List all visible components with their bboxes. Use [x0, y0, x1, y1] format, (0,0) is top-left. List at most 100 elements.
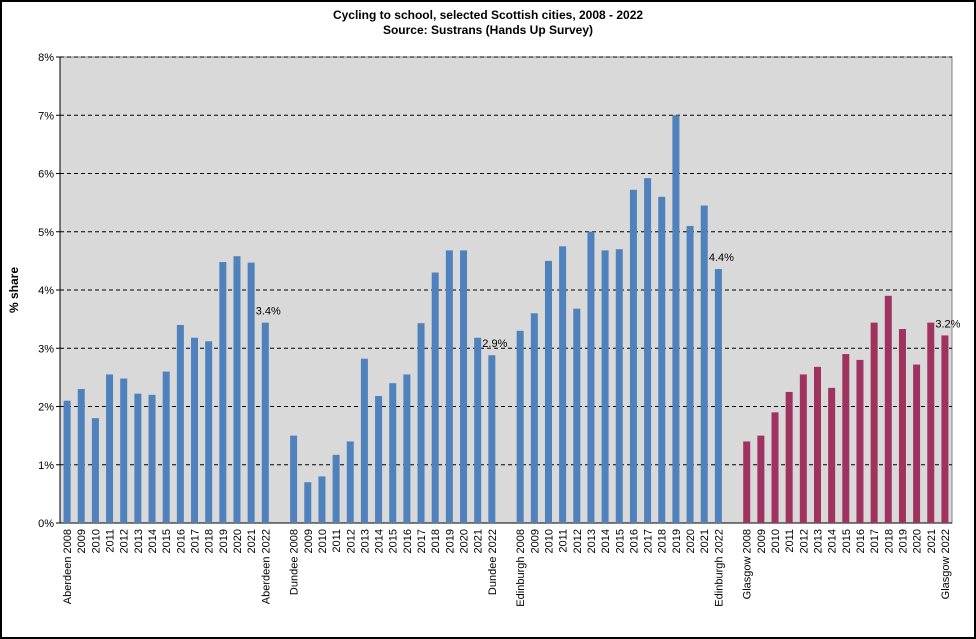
bar: [162, 371, 170, 523]
y-tick-label: 0%: [38, 518, 54, 530]
bar: [573, 308, 581, 523]
x-tick-label: 2019: [218, 529, 230, 553]
bar: [403, 374, 411, 523]
bar: [941, 335, 949, 523]
x-tick-label: 2016: [628, 529, 640, 553]
bar: [360, 358, 368, 523]
x-tick-label: Edinburgh 2022: [713, 529, 725, 607]
bar: [700, 205, 708, 523]
bar: [120, 378, 128, 523]
x-tick-label: 2010: [543, 529, 555, 553]
x-tick-label: 2011: [784, 529, 796, 553]
x-tick-label: 2015: [388, 529, 400, 553]
chart-title: Cycling to school, selected Scottish cit…: [333, 8, 643, 22]
bar: [134, 393, 142, 523]
x-tick-label: 2015: [841, 529, 853, 553]
x-tick-label: 2009: [303, 529, 315, 553]
x-tick-label: Aberdeen 2022: [260, 529, 272, 604]
x-tick-label: 2010: [90, 529, 102, 553]
x-tick-label: 2016: [855, 529, 867, 553]
bar: [686, 225, 694, 524]
bar: [842, 354, 850, 523]
bar: [672, 115, 680, 523]
x-tick-label: 2017: [869, 529, 881, 553]
x-tick-label: 2019: [444, 529, 456, 553]
bar: [91, 418, 99, 523]
x-tick-label: 2012: [119, 529, 131, 553]
x-tick-label: 2013: [812, 529, 824, 553]
x-tick-label: 2021: [473, 529, 485, 553]
x-tick-label: 2012: [798, 529, 810, 553]
x-tick-label: 2013: [133, 529, 145, 553]
bar: [431, 272, 439, 523]
x-tick-label: Dundee 2022: [487, 529, 499, 595]
bar: [219, 262, 227, 523]
bar: [375, 396, 383, 523]
bar: [629, 189, 637, 523]
bar: [488, 355, 496, 523]
bar: [516, 330, 524, 523]
x-tick-label: 2020: [912, 529, 924, 553]
bar: [828, 387, 836, 523]
x-tick-label: 2015: [161, 529, 173, 553]
x-tick-label: 2011: [331, 529, 343, 553]
x-tick-label: 2018: [430, 529, 442, 553]
x-tick-label: 2011: [105, 529, 117, 553]
x-tick-label: 2021: [926, 529, 938, 553]
y-tick-label: 4%: [38, 285, 54, 297]
bar: [884, 295, 892, 523]
y-tick-label: 7%: [38, 110, 54, 122]
x-tick-label: 2018: [883, 529, 895, 553]
x-tick-label: 2019: [897, 529, 909, 553]
x-tick-label: 2010: [317, 529, 329, 553]
bar: [148, 394, 156, 523]
bar: [176, 324, 184, 523]
bar: [77, 389, 85, 523]
bar: [332, 454, 340, 523]
bar: [191, 337, 199, 523]
y-tick-label: 6%: [38, 169, 54, 181]
x-tick-label: 2013: [586, 529, 598, 553]
bar: [474, 337, 482, 523]
bar: [927, 322, 935, 523]
bar: [856, 359, 864, 523]
data-label: 3.2%: [935, 318, 960, 330]
y-tick-label: 5%: [38, 227, 54, 239]
x-tick-label: 2013: [359, 529, 371, 553]
x-tick-label: 2009: [76, 529, 88, 553]
bar: [913, 364, 921, 523]
x-tick-label: 2018: [657, 529, 669, 553]
x-tick-label: 2011: [558, 529, 570, 553]
bar: [106, 374, 114, 523]
bar: [233, 256, 241, 523]
y-tick-label: 8%: [38, 52, 54, 64]
x-tick-label: Glasgow 2008: [742, 529, 754, 599]
x-tick-label: 2016: [175, 529, 187, 553]
bar: [304, 482, 312, 523]
bar: [644, 178, 652, 523]
x-tick-label: 2021: [246, 529, 258, 553]
x-tick-label: 2010: [770, 529, 782, 553]
bar: [346, 441, 354, 523]
y-tick-label: 2%: [38, 402, 54, 414]
bar: [318, 476, 326, 523]
bar: [658, 196, 666, 524]
chart-subtitle: Source: Sustrans (Hands Up Survey): [383, 23, 593, 37]
x-tick-label: 2012: [572, 529, 584, 553]
data-label: 4.4%: [709, 252, 734, 264]
x-tick-label: 2016: [402, 529, 414, 553]
x-tick-label: 2014: [600, 529, 612, 553]
y-tick-label: 3%: [38, 343, 54, 355]
bar: [290, 435, 298, 523]
x-tick-label: Glasgow 2022: [940, 529, 952, 599]
bar: [799, 374, 807, 523]
bar: [417, 323, 425, 523]
x-tick-label: Edinburgh 2008: [515, 529, 527, 607]
bar: [205, 341, 213, 523]
x-tick-label: 2014: [827, 529, 839, 553]
x-tick-label: 2012: [345, 529, 357, 553]
bar: [389, 383, 397, 523]
x-tick-label: 2020: [459, 529, 471, 553]
bar: [247, 262, 255, 523]
